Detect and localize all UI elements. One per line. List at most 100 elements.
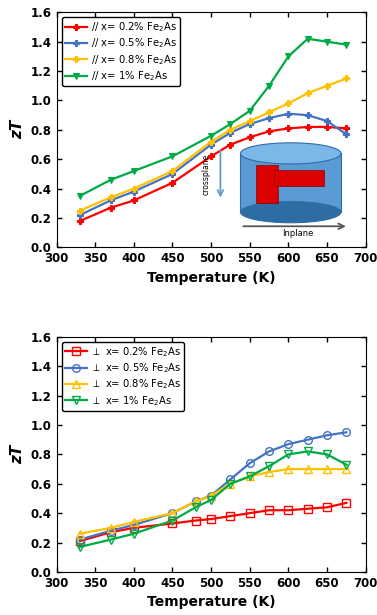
Line: // x= 1% Fe$_2$As: // x= 1% Fe$_2$As bbox=[76, 35, 350, 199]
$\perp$ x= 0.2% Fe$_2$As bbox=[193, 517, 198, 524]
// x= 0.5% Fe$_2$As bbox=[132, 188, 136, 196]
// x= 0.2% Fe$_2$As bbox=[344, 125, 349, 132]
// x= 1% Fe$_2$As bbox=[344, 41, 349, 49]
$\perp$ x= 0.5% Fe$_2$As bbox=[78, 536, 82, 543]
// x= 1% Fe$_2$As bbox=[209, 132, 213, 140]
$\perp$ x= 0.2% Fe$_2$As bbox=[305, 505, 310, 512]
Legend: // x= 0.2% Fe$_2$As, // x= 0.5% Fe$_2$As, // x= 0.8% Fe$_2$As, // x= 1% Fe$_2$As: // x= 0.2% Fe$_2$As, // x= 0.5% Fe$_2$As… bbox=[61, 17, 180, 86]
$\perp$ x= 1% Fe$_2$As bbox=[267, 462, 271, 470]
Line: // x= 0.5% Fe$_2$As: // x= 0.5% Fe$_2$As bbox=[77, 111, 349, 218]
// x= 0.8% Fe$_2$As bbox=[228, 126, 233, 133]
// x= 0.5% Fe$_2$As bbox=[344, 130, 349, 138]
$\perp$ x= 0.5% Fe$_2$As bbox=[193, 498, 198, 505]
// x= 0.2% Fe$_2$As bbox=[109, 204, 113, 212]
$\perp$ x= 0.2% Fe$_2$As bbox=[325, 504, 329, 511]
// x= 0.5% Fe$_2$As bbox=[78, 212, 82, 219]
// x= 1% Fe$_2$As bbox=[170, 153, 175, 160]
$\perp$ x= 0.8% Fe$_2$As bbox=[228, 480, 233, 488]
// x= 0.8% Fe$_2$As bbox=[78, 207, 82, 215]
// x= 0.8% Fe$_2$As bbox=[305, 89, 310, 97]
$\perp$ x= 1% Fe$_2$As bbox=[228, 480, 233, 488]
// x= 0.2% Fe$_2$As bbox=[78, 217, 82, 224]
$\perp$ x= 0.2% Fe$_2$As bbox=[109, 528, 113, 536]
$\perp$ x= 1% Fe$_2$As bbox=[305, 448, 310, 455]
$\perp$ x= 1% Fe$_2$As bbox=[109, 536, 113, 543]
// x= 0.8% Fe$_2$As bbox=[209, 138, 213, 145]
// x= 0.8% Fe$_2$As bbox=[170, 167, 175, 175]
// x= 0.8% Fe$_2$As bbox=[267, 108, 271, 116]
// x= 0.5% Fe$_2$As bbox=[286, 110, 291, 117]
$\perp$ x= 0.8% Fe$_2$As bbox=[344, 466, 349, 473]
// x= 0.8% Fe$_2$As bbox=[344, 75, 349, 82]
$\perp$ x= 0.8% Fe$_2$As bbox=[78, 530, 82, 538]
$\perp$ x= 1% Fe$_2$As bbox=[193, 504, 198, 511]
// x= 0.8% Fe$_2$As bbox=[109, 194, 113, 201]
$\perp$ x= 0.5% Fe$_2$As bbox=[247, 459, 252, 467]
$\perp$ x= 0.5% Fe$_2$As bbox=[325, 432, 329, 439]
Line: $\perp$ x= 0.2% Fe$_2$As: $\perp$ x= 0.2% Fe$_2$As bbox=[76, 499, 350, 545]
$\perp$ x= 0.2% Fe$_2$As bbox=[170, 520, 175, 527]
// x= 0.2% Fe$_2$As bbox=[132, 197, 136, 204]
Line: $\perp$ x= 1% Fe$_2$As: $\perp$ x= 1% Fe$_2$As bbox=[76, 448, 350, 551]
// x= 1% Fe$_2$As bbox=[286, 53, 291, 60]
$\perp$ x= 0.5% Fe$_2$As bbox=[228, 475, 233, 483]
// x= 0.5% Fe$_2$As bbox=[325, 117, 329, 125]
$\perp$ x= 0.2% Fe$_2$As bbox=[286, 507, 291, 514]
$\perp$ x= 1% Fe$_2$As bbox=[78, 543, 82, 550]
// x= 0.5% Fe$_2$As bbox=[109, 197, 113, 204]
// x= 0.5% Fe$_2$As bbox=[228, 129, 233, 137]
// x= 0.2% Fe$_2$As bbox=[209, 153, 213, 160]
$\perp$ x= 0.5% Fe$_2$As bbox=[132, 522, 136, 529]
// x= 0.8% Fe$_2$As bbox=[247, 117, 252, 125]
// x= 0.2% Fe$_2$As bbox=[286, 125, 291, 132]
Line: // x= 0.2% Fe$_2$As: // x= 0.2% Fe$_2$As bbox=[77, 124, 349, 224]
$\perp$ x= 0.5% Fe$_2$As bbox=[170, 509, 175, 517]
$\perp$ x= 1% Fe$_2$As bbox=[247, 473, 252, 480]
X-axis label: Temperature (K): Temperature (K) bbox=[147, 271, 276, 285]
Line: $\perp$ x= 0.5% Fe$_2$As: $\perp$ x= 0.5% Fe$_2$As bbox=[76, 429, 350, 544]
$\perp$ x= 0.2% Fe$_2$As bbox=[267, 507, 271, 514]
// x= 0.5% Fe$_2$As bbox=[170, 170, 175, 178]
$\perp$ x= 0.8% Fe$_2$As bbox=[247, 473, 252, 480]
// x= 0.2% Fe$_2$As bbox=[267, 128, 271, 135]
// x= 0.8% Fe$_2$As bbox=[286, 100, 291, 107]
// x= 0.8% Fe$_2$As bbox=[132, 185, 136, 192]
$\perp$ x= 0.2% Fe$_2$As bbox=[344, 499, 349, 507]
$\perp$ x= 0.5% Fe$_2$As bbox=[344, 429, 349, 436]
// x= 0.2% Fe$_2$As bbox=[228, 141, 233, 148]
Y-axis label: zT: zT bbox=[10, 121, 25, 140]
$\perp$ x= 0.2% Fe$_2$As bbox=[209, 515, 213, 523]
$\perp$ x= 0.8% Fe$_2$As bbox=[170, 509, 175, 517]
// x= 0.5% Fe$_2$As bbox=[267, 114, 271, 122]
// x= 1% Fe$_2$As bbox=[325, 38, 329, 46]
// x= 0.8% Fe$_2$As bbox=[325, 82, 329, 89]
$\perp$ x= 0.5% Fe$_2$As bbox=[305, 436, 310, 443]
$\perp$ x= 0.8% Fe$_2$As bbox=[193, 498, 198, 505]
$\perp$ x= 0.5% Fe$_2$As bbox=[286, 440, 291, 448]
$\perp$ x= 1% Fe$_2$As bbox=[170, 517, 175, 524]
// x= 1% Fe$_2$As bbox=[247, 107, 252, 114]
$\perp$ x= 0.8% Fe$_2$As bbox=[109, 524, 113, 531]
// x= 0.5% Fe$_2$As bbox=[305, 111, 310, 119]
// x= 1% Fe$_2$As bbox=[78, 192, 82, 200]
$\perp$ x= 0.8% Fe$_2$As bbox=[305, 466, 310, 473]
$\perp$ x= 1% Fe$_2$As bbox=[286, 451, 291, 458]
Line: // x= 0.8% Fe$_2$As: // x= 0.8% Fe$_2$As bbox=[77, 76, 349, 213]
// x= 1% Fe$_2$As bbox=[132, 167, 136, 175]
$\perp$ x= 0.8% Fe$_2$As bbox=[267, 468, 271, 475]
Line: $\perp$ x= 0.8% Fe$_2$As: $\perp$ x= 0.8% Fe$_2$As bbox=[76, 466, 350, 538]
$\perp$ x= 0.5% Fe$_2$As bbox=[209, 492, 213, 499]
$\perp$ x= 0.2% Fe$_2$As bbox=[78, 538, 82, 545]
$\perp$ x= 1% Fe$_2$As bbox=[132, 530, 136, 538]
// x= 1% Fe$_2$As bbox=[305, 35, 310, 42]
$\perp$ x= 0.2% Fe$_2$As bbox=[247, 509, 252, 517]
$\perp$ x= 0.8% Fe$_2$As bbox=[286, 466, 291, 473]
// x= 0.2% Fe$_2$As bbox=[247, 133, 252, 141]
$\perp$ x= 0.8% Fe$_2$As bbox=[209, 492, 213, 499]
// x= 0.5% Fe$_2$As bbox=[209, 141, 213, 148]
// x= 0.2% Fe$_2$As bbox=[170, 179, 175, 186]
X-axis label: Temperature (K): Temperature (K) bbox=[147, 595, 276, 609]
$\perp$ x= 1% Fe$_2$As bbox=[209, 496, 213, 504]
Y-axis label: zT: zT bbox=[10, 445, 25, 464]
$\perp$ x= 0.5% Fe$_2$As bbox=[109, 527, 113, 534]
